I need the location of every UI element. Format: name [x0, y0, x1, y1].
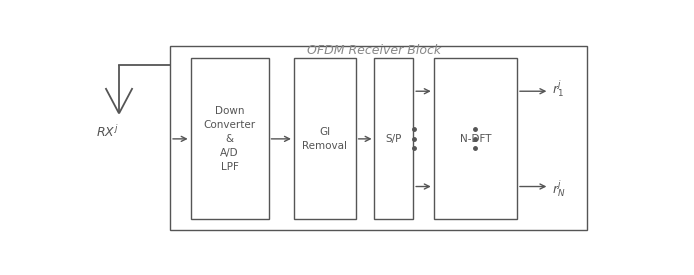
- Bar: [170, 46, 587, 230]
- Text: OFDM Receiver Block: OFDM Receiver Block: [307, 45, 441, 57]
- Bar: [191, 58, 269, 219]
- Text: $r_1^j$: $r_1^j$: [552, 78, 564, 98]
- Text: Down
Converter
&
A/D
LPF: Down Converter & A/D LPF: [203, 106, 255, 172]
- Bar: [375, 58, 413, 219]
- Text: S/P: S/P: [386, 134, 402, 144]
- Text: N-DFT: N-DFT: [459, 134, 491, 144]
- Bar: [434, 58, 517, 219]
- Bar: [294, 58, 356, 219]
- Text: $r_N^j$: $r_N^j$: [552, 178, 566, 199]
- Text: GI
Removal: GI Removal: [303, 127, 347, 151]
- Text: $RX^j$: $RX^j$: [96, 125, 119, 141]
